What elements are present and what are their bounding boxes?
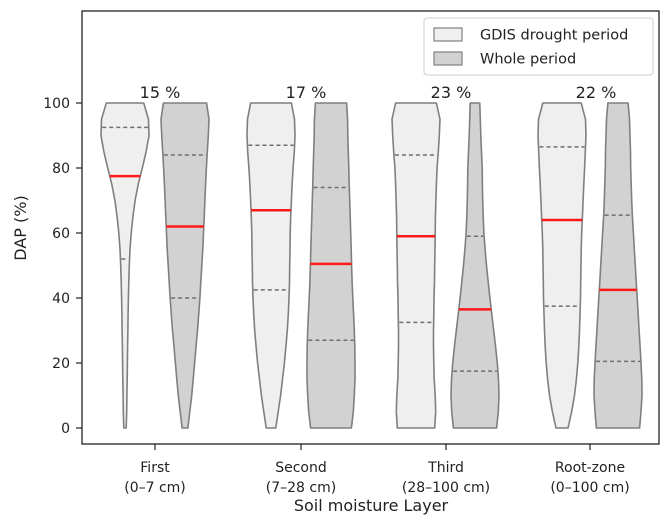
violin-whole-3 (593, 102, 643, 429)
violin-gdis-0 (100, 102, 150, 429)
y-tick-label: 100 (43, 96, 70, 112)
x-tick-sublabel: (0–7 cm) (124, 480, 186, 496)
x-tick-label: Second (275, 460, 327, 476)
violin-whole-0 (160, 102, 210, 429)
violin-gdis-1 (246, 102, 296, 429)
y-tick-label: 20 (52, 356, 70, 372)
violin-gdis-3 (537, 102, 587, 429)
legend-label: GDIS drought period (480, 28, 628, 44)
x-tick-label: First (140, 460, 170, 476)
x-tick-label: Root-zone (555, 460, 625, 476)
x-tick-label: Third (427, 460, 464, 476)
legend: GDIS drought period Whole period (423, 17, 654, 76)
percent-annotation: 23 % (431, 83, 472, 102)
legend-swatch-0 (433, 27, 463, 42)
violin-whole-2 (450, 102, 500, 429)
violin-gdis-2 (391, 102, 441, 429)
y-axis-label: DAP (%) (11, 195, 30, 260)
percent-annotation: 15 % (140, 83, 181, 102)
axes: 0 20 40 60 80 100 First (0–7 cm) Second (7–28 cm)… (43, 96, 629, 496)
legend-box (423, 17, 654, 76)
percent-annotation: 17 % (286, 83, 327, 102)
y-tick-label: 0 (61, 421, 70, 437)
axes-frame (81, 10, 660, 445)
x-tick-sublabel: (7–28 cm) (266, 480, 336, 496)
y-tick-label: 80 (52, 161, 70, 177)
x-axis-label: Soil moisture Layer (294, 496, 449, 515)
violin-whole-1 (306, 102, 356, 429)
y-tick-label: 60 (52, 226, 70, 242)
percent-annotation: 22 % (576, 83, 617, 102)
legend-label: Whole period (480, 52, 576, 68)
y-tick-label: 40 (52, 291, 70, 307)
plot-area: 15 % 17 % 23 % 22 % (100, 83, 643, 429)
x-tick-sublabel: (28–100 cm) (402, 480, 490, 496)
legend-swatch-1 (433, 51, 463, 66)
x-tick-sublabel: (0–100 cm) (550, 480, 629, 496)
